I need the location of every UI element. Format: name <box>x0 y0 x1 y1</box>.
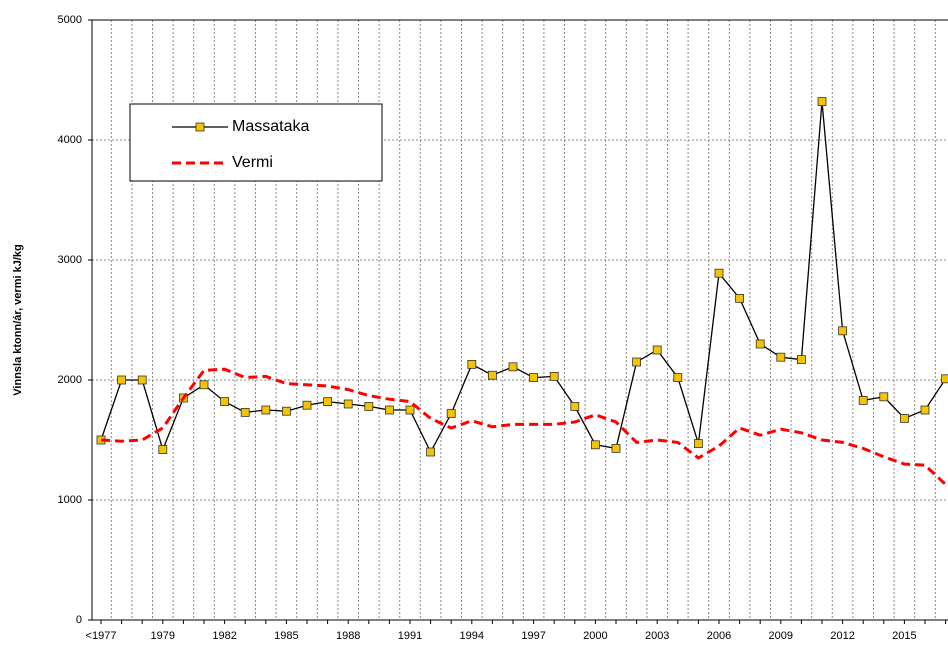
y-tick-label: 5000 <box>58 14 82 26</box>
x-tick-label: 1979 <box>151 630 175 642</box>
x-tick-label: 2000 <box>583 630 607 642</box>
x-tick-label: <1977 <box>86 630 117 642</box>
legend-label: Massataka <box>232 118 309 135</box>
marker <box>426 447 436 457</box>
marker <box>817 97 827 106</box>
marker <box>261 405 271 415</box>
marker <box>199 380 209 390</box>
x-tick-label: 2009 <box>769 630 793 642</box>
marker <box>797 355 806 365</box>
x-tick-label: 2012 <box>830 630 854 642</box>
marker <box>220 397 230 407</box>
marker <box>879 392 889 402</box>
x-tick-label: 1982 <box>212 630 236 642</box>
y-axis-label: Vinnsla ktonn/ár, vermi kJ/kg <box>12 244 24 395</box>
marker <box>755 339 765 349</box>
x-tick-label: 1985 <box>274 630 298 642</box>
marker <box>632 357 641 367</box>
x-tick-label: 2015 <box>892 630 916 642</box>
marker <box>652 345 662 355</box>
x-tick-label: 2003 <box>645 630 669 642</box>
x-tick-label: 2006 <box>707 630 731 642</box>
marker <box>694 439 703 449</box>
x-tick-label: 1994 <box>460 630 484 642</box>
x-tick-label: 1991 <box>398 630 422 642</box>
marker <box>137 375 147 385</box>
marker <box>281 406 291 416</box>
marker <box>941 374 948 384</box>
marker <box>858 395 868 405</box>
legend-box <box>129 103 383 182</box>
series-line <box>100 367 947 486</box>
legend-label: Vermi <box>232 154 273 171</box>
marker <box>591 440 600 450</box>
x-tick-label: 1988 <box>336 630 360 642</box>
marker <box>487 370 497 380</box>
marker <box>323 397 333 407</box>
y-tick-label: 0 <box>76 614 82 626</box>
y-tick-label: 1000 <box>58 494 82 506</box>
marker <box>467 359 477 369</box>
marker <box>446 409 456 419</box>
marker <box>343 399 353 409</box>
legend-marker <box>195 122 205 132</box>
marker <box>673 373 683 383</box>
marker <box>117 375 126 385</box>
y-tick-label: 3000 <box>58 254 82 266</box>
x-tick-label: 1997 <box>521 630 545 642</box>
marker <box>158 445 168 455</box>
marker <box>611 443 621 453</box>
marker <box>364 401 374 411</box>
marker <box>384 405 394 415</box>
marker <box>240 407 250 417</box>
marker <box>920 405 930 415</box>
marker <box>838 326 847 336</box>
marker <box>302 400 312 410</box>
marker <box>405 405 415 415</box>
marker <box>714 268 724 278</box>
marker <box>529 373 538 383</box>
marker <box>508 362 518 372</box>
marker <box>900 413 909 423</box>
marker <box>735 293 744 303</box>
marker <box>570 401 580 411</box>
marker <box>549 371 559 381</box>
y-tick-label: 4000 <box>58 134 82 146</box>
marker <box>776 352 786 362</box>
y-tick-label: 2000 <box>58 374 82 386</box>
